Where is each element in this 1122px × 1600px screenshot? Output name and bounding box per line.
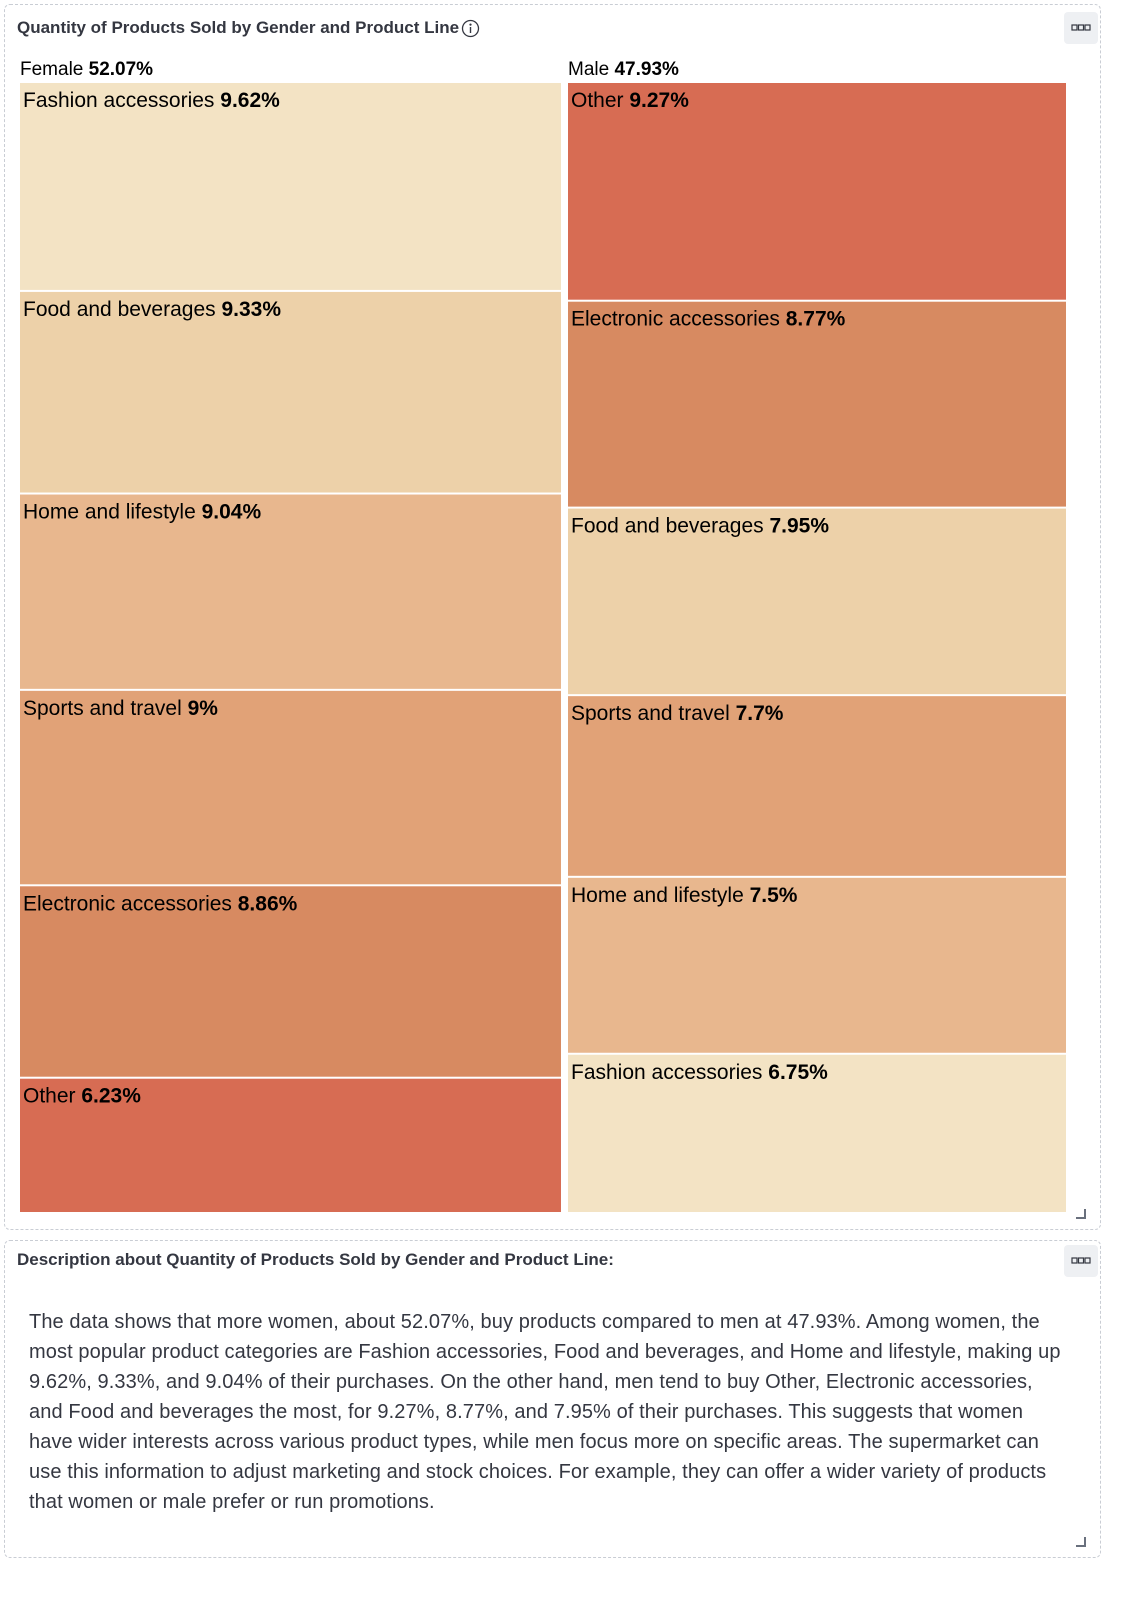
treemap-cell-label-male-fashion-accessories: Fashion accessories 6.75% xyxy=(571,1061,828,1084)
treemap-cell-male-sports-and-travel[interactable] xyxy=(568,696,1066,876)
resize-corner-icon[interactable] xyxy=(1076,1209,1086,1219)
treemap-cell-label-female-food-and-beverages: Food and beverages 9.33% xyxy=(23,298,281,321)
resize-corner-icon[interactable] xyxy=(1076,1537,1086,1547)
treemap-cell-female-home-and-lifestyle[interactable] xyxy=(20,494,561,689)
treemap-cell-label-female-fashion-accessories: Fashion accessories 9.62% xyxy=(23,89,280,112)
treemap-cell-label-female-sports-and-travel: Sports and travel 9% xyxy=(23,697,218,720)
treemap-cell-female-fashion-accessories[interactable] xyxy=(20,83,561,290)
treemap-cell-label-male-home-and-lifestyle: Home and lifestyle 7.5% xyxy=(571,884,798,907)
treemap-cell-male-other[interactable] xyxy=(568,83,1066,300)
treemap-cell-label-male-sports-and-travel: Sports and travel 7.7% xyxy=(571,702,784,725)
chart-panel-title: Quantity of Products Sold by Gender and … xyxy=(17,18,460,37)
chart-panel: Quantity of Products Sold by Gender and … xyxy=(4,4,1101,1230)
description-panel-title: Description about Quantity of Products S… xyxy=(17,1250,614,1269)
treemap-cell-label-female-electronic-accessories: Electronic accessories 8.86% xyxy=(23,892,298,915)
group-label-female: Female 52.07% xyxy=(20,59,153,80)
description-panel-options-button[interactable] xyxy=(1064,1245,1098,1277)
treemap-group-male: Male 47.93% Other 9.27% Electronic accesso… xyxy=(568,59,1066,1212)
group-label-male: Male 47.93% xyxy=(568,59,679,80)
description-text: The data shows that more women, about 52… xyxy=(29,1311,1061,1513)
treemap-cell-female-other[interactable] xyxy=(20,1078,561,1212)
description-panel-header: Description about Quantity of Products S… xyxy=(17,1250,614,1270)
more-options-icon xyxy=(1071,1257,1091,1264)
chart-panel-options-button[interactable] xyxy=(1064,12,1098,44)
treemap-cell-label-female-home-and-lifestyle: Home and lifestyle 9.04% xyxy=(23,501,261,524)
treemap-cell-male-home-and-lifestyle[interactable] xyxy=(568,877,1066,1053)
treemap-cell-label-female-other: Other 6.23% xyxy=(23,1085,141,1108)
treemap-cell-label-male-other: Other 9.27% xyxy=(571,89,689,112)
treemap-cell-male-electronic-accessories[interactable] xyxy=(568,301,1066,507)
treemap-cell-male-fashion-accessories[interactable] xyxy=(568,1054,1066,1212)
more-options-icon xyxy=(1071,24,1091,31)
treemap-group-female: Female 52.07% Fashion accessories 9.62% Fo… xyxy=(20,59,561,1212)
chart-panel-header: Quantity of Products Sold by Gender and … xyxy=(17,18,480,38)
description-panel: Description about Quantity of Products S… xyxy=(4,1240,1101,1558)
treemap-cell-female-electronic-accessories[interactable] xyxy=(20,886,561,1077)
treemap-cell-label-male-electronic-accessories: Electronic accessories 8.77% xyxy=(571,308,846,331)
treemap-chart: Female 52.07% Fashion accessories 9.62% Fo… xyxy=(20,59,1066,1212)
treemap-cell-male-food-and-beverages[interactable] xyxy=(568,508,1066,695)
treemap-cell-female-sports-and-travel[interactable] xyxy=(20,690,561,885)
info-circle-icon[interactable] xyxy=(461,19,480,38)
treemap-cell-female-food-and-beverages[interactable] xyxy=(20,291,561,493)
treemap-cell-label-male-food-and-beverages: Food and beverages 7.95% xyxy=(571,515,829,538)
